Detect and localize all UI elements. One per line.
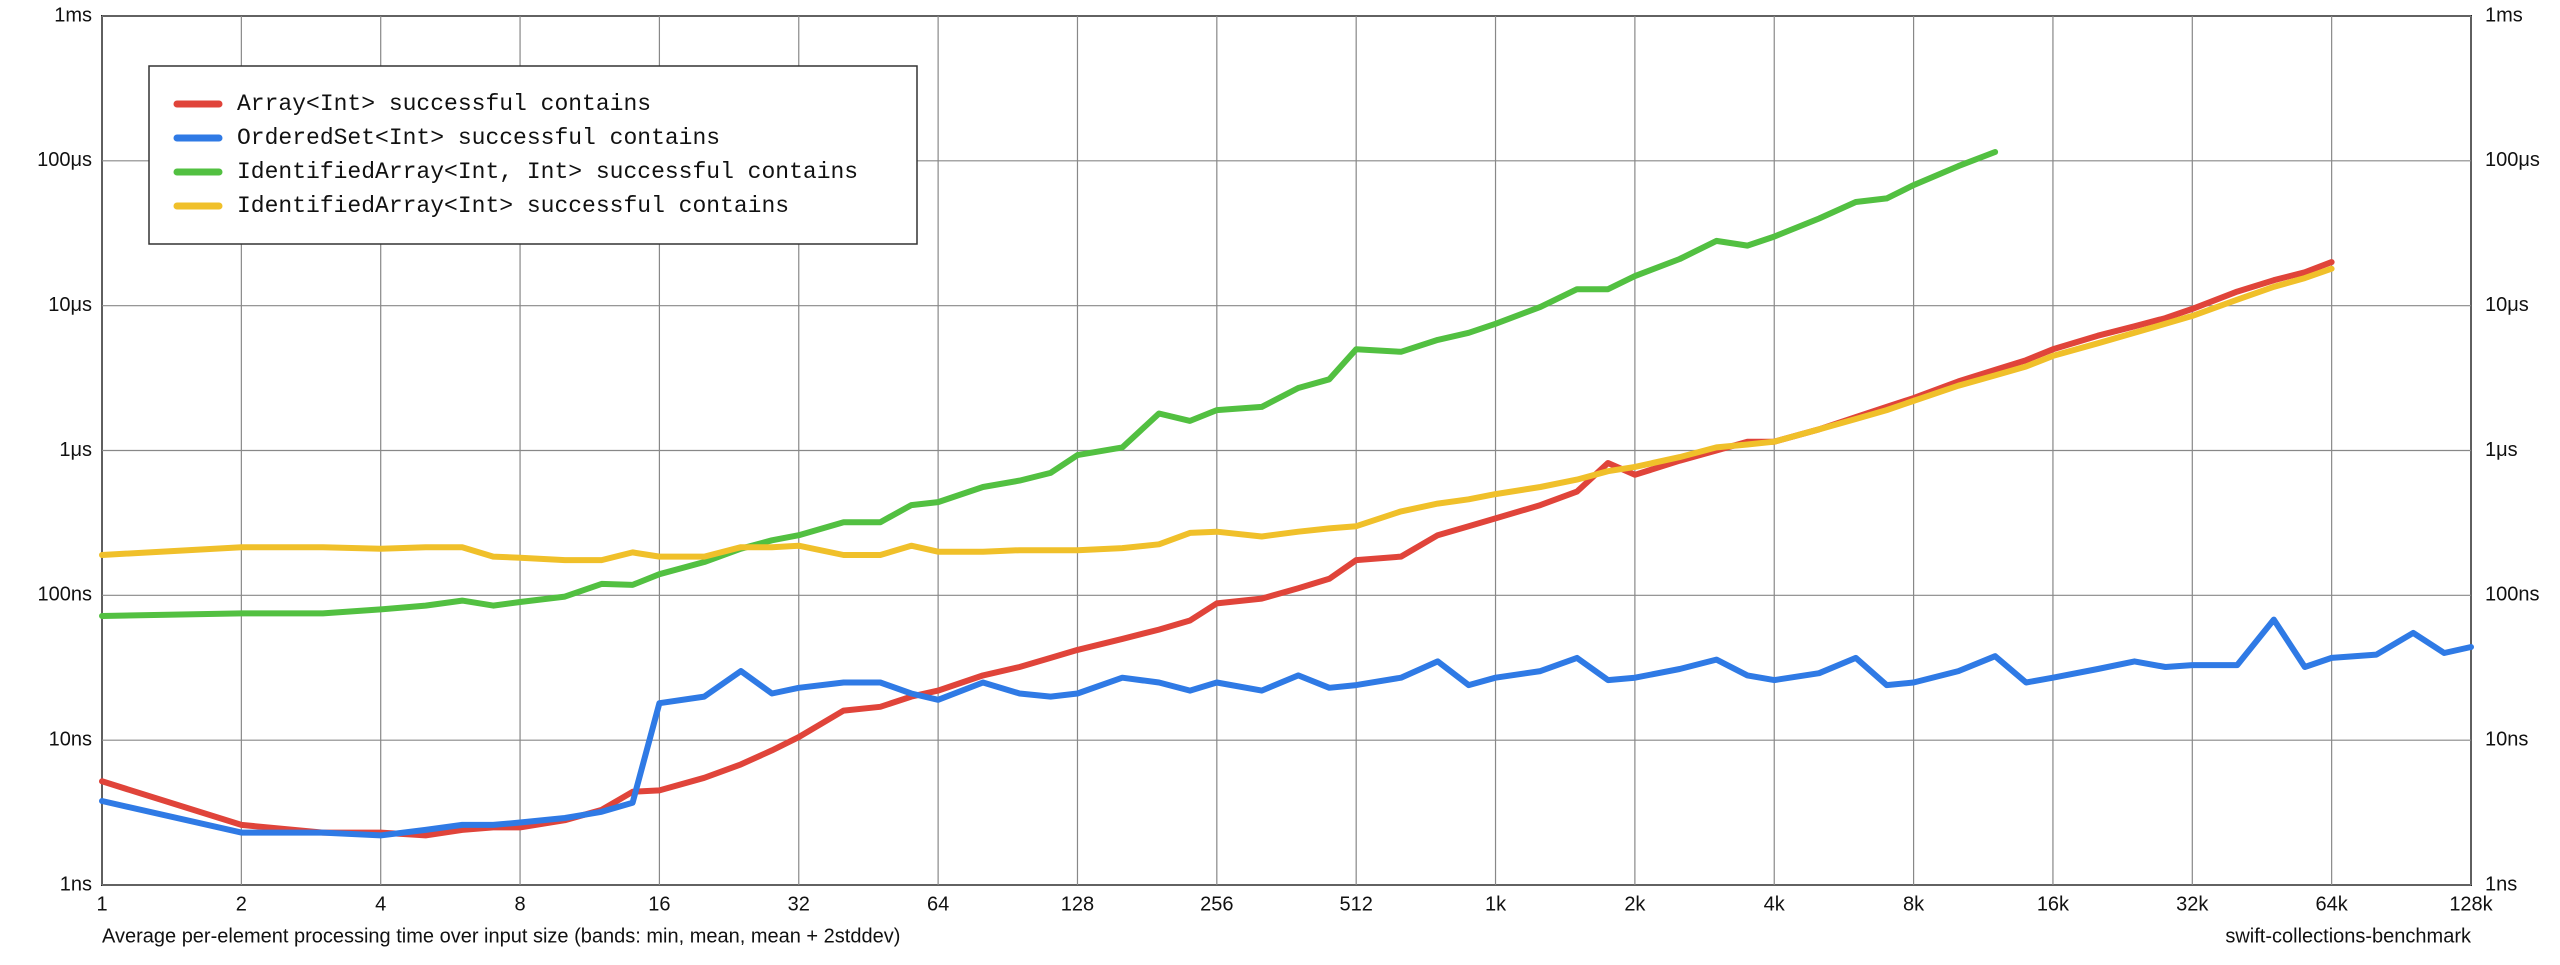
x-tick-label: 256 xyxy=(1200,893,1233,915)
y-tick-label: 100ns xyxy=(38,584,93,606)
y-tick-label: 10ns xyxy=(49,728,92,750)
y2-tick-label: 10μs xyxy=(2485,294,2529,316)
x-tick-label: 1k xyxy=(1485,893,1507,915)
x-tick-label: 64 xyxy=(927,893,949,915)
x-tick-label: 4k xyxy=(1764,893,1786,915)
y2-tick-label: 1μs xyxy=(2485,439,2518,461)
legend-label: Array<Int> successful contains xyxy=(237,91,651,117)
legend: Array<Int> successful contains OrderedSet… xyxy=(148,65,918,245)
series-line xyxy=(99,259,2335,839)
series-line xyxy=(99,265,2335,564)
y-tick-label: 1ns xyxy=(60,873,92,895)
series-line xyxy=(99,149,1999,619)
legend-box xyxy=(148,65,918,245)
series-line xyxy=(99,616,2474,839)
y2-tick-label: 1ns xyxy=(2485,873,2517,895)
y-tick-label: 1ms xyxy=(54,4,92,26)
x-tick-label: 8k xyxy=(1903,893,1925,915)
x-tick-label: 16k xyxy=(2037,893,2070,915)
x-tick-label: 32 xyxy=(788,893,810,915)
x-tick-label: 32k xyxy=(2176,893,2209,915)
credit: swift-collections-benchmark xyxy=(2225,925,2472,947)
y-tick-label: 1μs xyxy=(59,439,92,461)
x-tick-label: 8 xyxy=(514,893,525,915)
legend-label: OrderedSet<Int> successful contains xyxy=(237,125,720,151)
legend-label: IdentifiedArray<Int> successful contains xyxy=(237,193,789,219)
x-axis-caption: Average per-element processing time over… xyxy=(102,925,900,947)
x-tick-label: 128k xyxy=(2449,893,2493,915)
x-tick-label: 64k xyxy=(2316,893,2349,915)
x-tick-label: 2k xyxy=(1624,893,1646,915)
x-tick-label: 2 xyxy=(236,893,247,915)
x-tick-label: 512 xyxy=(1339,893,1372,915)
x-tick-label: 4 xyxy=(375,893,386,915)
x-tick-label: 16 xyxy=(648,893,670,915)
legend-label: IdentifiedArray<Int, Int> successful con… xyxy=(237,159,858,185)
y2-tick-label: 100ns xyxy=(2485,584,2540,606)
x-tick-label: 128 xyxy=(1061,893,1094,915)
x-tick-label: 1 xyxy=(96,893,107,915)
y-tick-label: 10μs xyxy=(48,294,92,316)
y2-tick-label: 1ms xyxy=(2485,4,2523,26)
y2-tick-label: 100μs xyxy=(2485,149,2540,171)
y2-tick-label: 10ns xyxy=(2485,728,2528,750)
y-tick-label: 100μs xyxy=(37,149,92,171)
